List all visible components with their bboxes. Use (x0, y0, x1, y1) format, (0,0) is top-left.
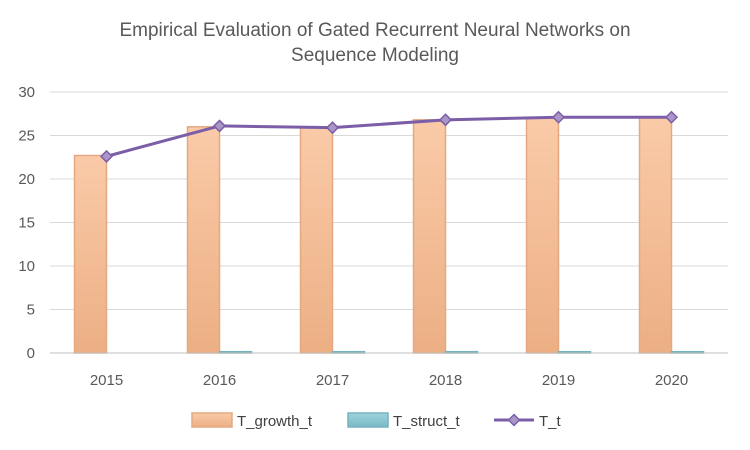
y-tick-label: 15 (18, 215, 35, 232)
bar-T_growth_t (186, 126, 221, 354)
legend-label: T_t (539, 413, 562, 430)
y-tick-label: 5 (27, 302, 35, 319)
line-T_t (106, 115, 672, 158)
x-tick-label: 2016 (203, 372, 236, 389)
line-series (99, 110, 679, 163)
x-tick-label: 2018 (429, 372, 462, 389)
bar-T_growth_t (299, 126, 334, 354)
chart-title-line-2: Sequence Modeling (291, 45, 459, 66)
y-tick-label: 0 (27, 345, 35, 362)
bar-T_growth_t (638, 116, 673, 354)
point-T_t (664, 110, 679, 124)
bar-T_growth_t (525, 116, 560, 354)
legend-swatch-T_struct_t (347, 412, 389, 428)
x-axis-ticks: 2015 2016 2017 2018 2019 2020 (90, 372, 688, 389)
bar-T_growth_t (73, 154, 108, 354)
point-T_t (325, 121, 340, 135)
point-T_t (212, 119, 227, 133)
legend-label: T_growth_t (237, 413, 313, 430)
legend-label: T_struct_t (393, 413, 461, 430)
legend: T_growth_t T_struct_t T_t (191, 412, 562, 430)
legend-marker-T_t (507, 413, 521, 427)
y-tick-label: 30 (18, 84, 35, 101)
x-tick-label: 2019 (542, 372, 575, 389)
y-tick-label: 25 (18, 128, 35, 145)
point-T_t (99, 149, 114, 163)
y-tick-label: 10 (18, 258, 35, 275)
bars (73, 116, 705, 354)
x-tick-label: 2020 (655, 372, 688, 389)
gridlines (50, 91, 728, 310)
point-T_t (551, 110, 566, 124)
x-tick-label: 2017 (316, 372, 349, 389)
bar-T_growth_t (412, 119, 447, 354)
y-axis-ticks: 0 5 10 15 20 25 30 (18, 84, 35, 362)
legend-swatch-T_growth_t (191, 412, 233, 428)
chart-title-line-1: Empirical Evaluation of Gated Recurrent … (119, 20, 630, 41)
point-T_t (438, 113, 453, 127)
y-tick-label: 20 (18, 171, 35, 188)
x-tick-label: 2015 (90, 372, 123, 389)
